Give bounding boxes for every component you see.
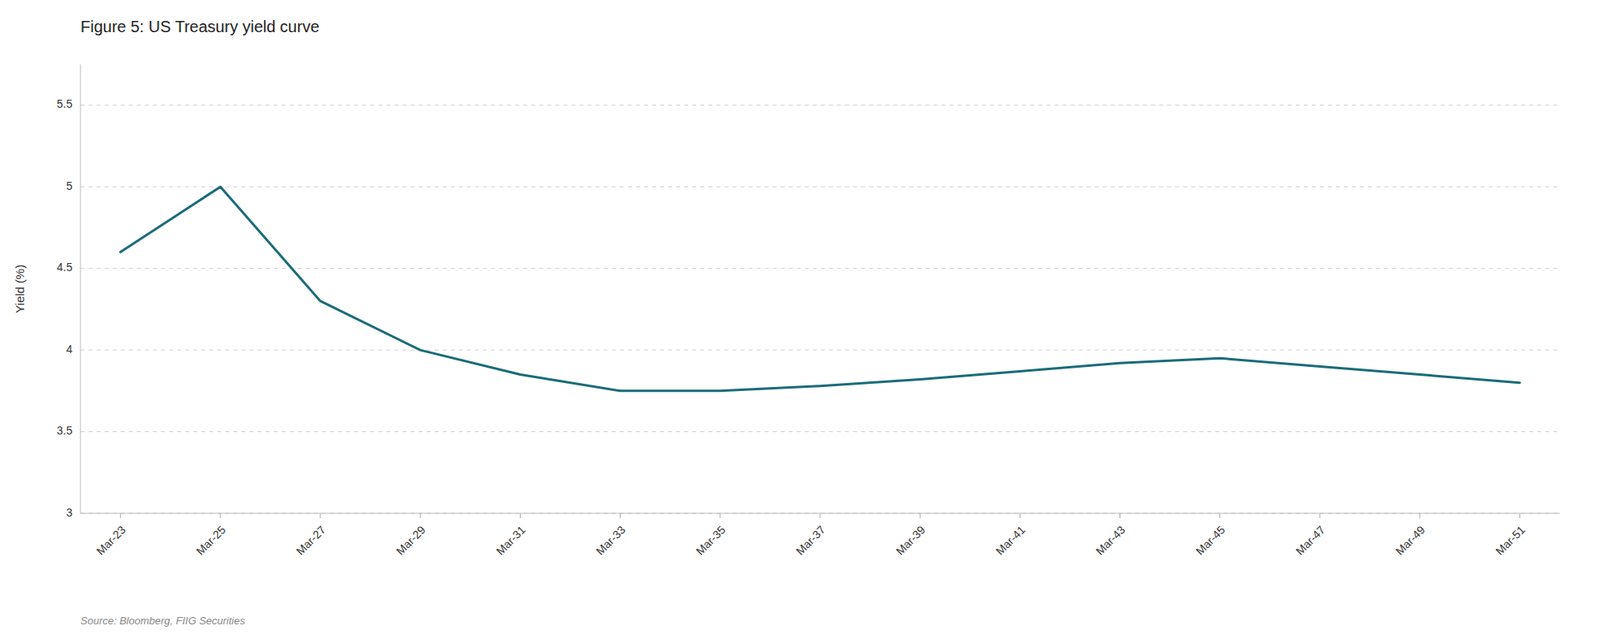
- x-tick: [1119, 513, 1121, 519]
- y-tick-label: 4.5: [57, 260, 74, 274]
- x-tick: [1019, 513, 1021, 519]
- chart-title: Figure 5: US Treasury yield curve: [80, 17, 320, 36]
- x-tick-label: Mar-45: [1193, 523, 1229, 558]
- x-tick: [820, 513, 821, 519]
- x-tick: [919, 513, 921, 519]
- chart-svg: 3 3.5 4 4.5 5 5.5 Mar-23 Mar-25 Mar-27 Mar-29 Mar-…: [0, 0, 1600, 634]
- x-tick-label: Mar-41: [993, 523, 1028, 558]
- x-tick: [119, 513, 121, 519]
- x-tick-label: Mar-47: [1293, 523, 1328, 558]
- grid-line: [80, 104, 1560, 106]
- x-tick-label: Mar-25: [193, 523, 229, 558]
- y-tick-label: 3: [65, 506, 73, 520]
- x-tick-label: Mar-27: [293, 523, 329, 558]
- x-tick: [219, 513, 221, 519]
- x-tick: [1319, 513, 1320, 519]
- x-tick-label: Mar-51: [1492, 523, 1528, 558]
- x-tick-label: Mar-35: [693, 523, 729, 558]
- x-tick-label: Mar-23: [93, 523, 128, 558]
- x-tick-label: Mar-29: [393, 523, 429, 558]
- y-axis-line: [80, 64, 82, 514]
- grid-line: [80, 431, 1560, 433]
- grid-line: [80, 268, 1560, 269]
- data-line: [120, 186, 1521, 392]
- x-tick: [619, 513, 621, 519]
- x-tick-label: Mar-43: [1092, 523, 1128, 558]
- grid-line: [80, 350, 1560, 351]
- y-tick-label: 5.5: [57, 97, 74, 111]
- x-tick-label: Mar-49: [1393, 523, 1428, 558]
- chart-container: 3 3.5 4 4.5 5 5.5 Mar-23 Mar-25 Mar-27 Mar-29 Mar-…: [0, 0, 1600, 634]
- x-tick: [320, 513, 322, 519]
- y-axis-label: Yield (%): [12, 264, 27, 314]
- source-note: Source: Bloomberg, FIIG Securities: [80, 614, 246, 627]
- plot-area: [120, 186, 1521, 392]
- x-tick: [420, 513, 421, 519]
- grid-line: [80, 186, 1560, 188]
- x-tick: [1219, 513, 1221, 519]
- x-tick-label: Mar-37: [793, 523, 829, 558]
- y-tick-label: 4: [65, 342, 73, 356]
- x-tick: [1519, 513, 1521, 519]
- x-tick-label: Mar-33: [593, 523, 628, 558]
- x-tick: [519, 513, 521, 519]
- y-tick-label: 5: [65, 179, 73, 193]
- x-tick-label: Mar-31: [493, 523, 528, 558]
- x-tick-label: Mar-39: [893, 523, 928, 558]
- x-tick: [719, 513, 721, 519]
- x-tick: [1419, 513, 1421, 519]
- y-tick-label: 3.5: [57, 424, 74, 438]
